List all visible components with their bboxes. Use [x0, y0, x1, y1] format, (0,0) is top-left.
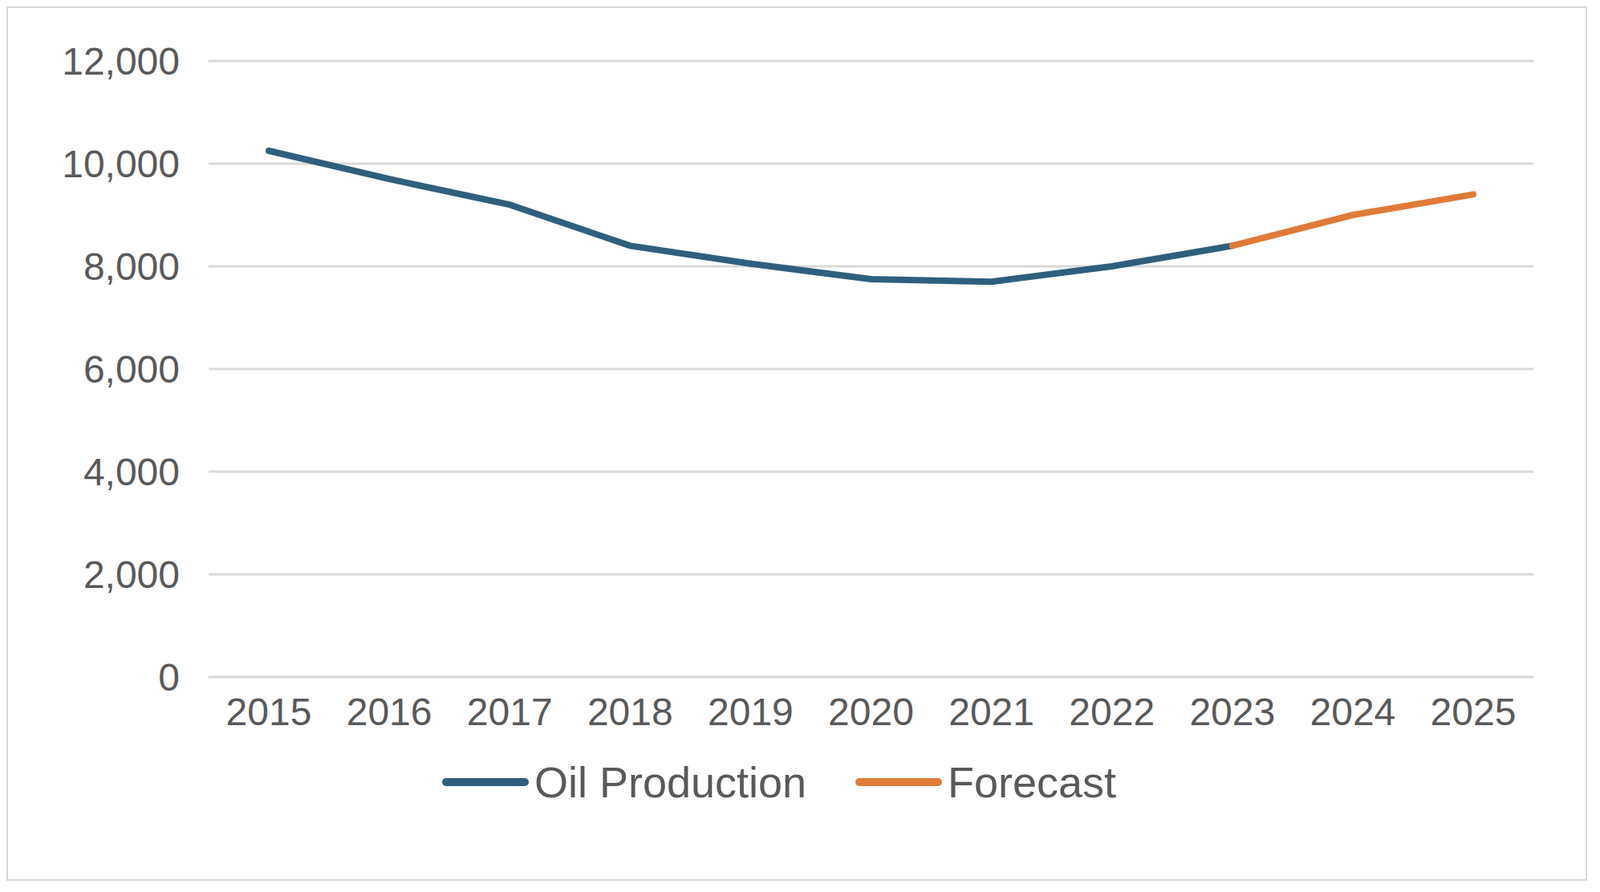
svg-text:2017: 2017: [467, 690, 553, 734]
svg-text:2021: 2021: [948, 690, 1035, 734]
svg-text:2018: 2018: [587, 690, 674, 734]
html-text:Forecast: Forecast: [947, 758, 1117, 807]
svg-text:2015: 2015: [226, 690, 313, 734]
svg-text:6,000: 6,000: [83, 348, 180, 391]
svg-text:0: 0: [158, 656, 180, 699]
svg-text:10,000: 10,000: [61, 142, 180, 186]
svg-text:2019: 2019: [707, 690, 794, 734]
html-text:Oil Production: Oil Production: [534, 758, 807, 807]
svg-text:2,000: 2,000: [83, 553, 180, 597]
svg-text:2025: 2025: [1430, 690, 1517, 734]
svg-text:8,000: 8,000: [83, 245, 180, 289]
svg-text:2016: 2016: [346, 690, 433, 734]
svg-text:4,000: 4,000: [83, 450, 180, 494]
svg-text:12,000: 12,000: [61, 40, 180, 83]
svg-text:2024: 2024: [1310, 690, 1397, 734]
svg-text:2020: 2020: [828, 690, 914, 734]
svg-text:2023: 2023: [1189, 690, 1276, 734]
svg-text:2022: 2022: [1068, 690, 1155, 734]
